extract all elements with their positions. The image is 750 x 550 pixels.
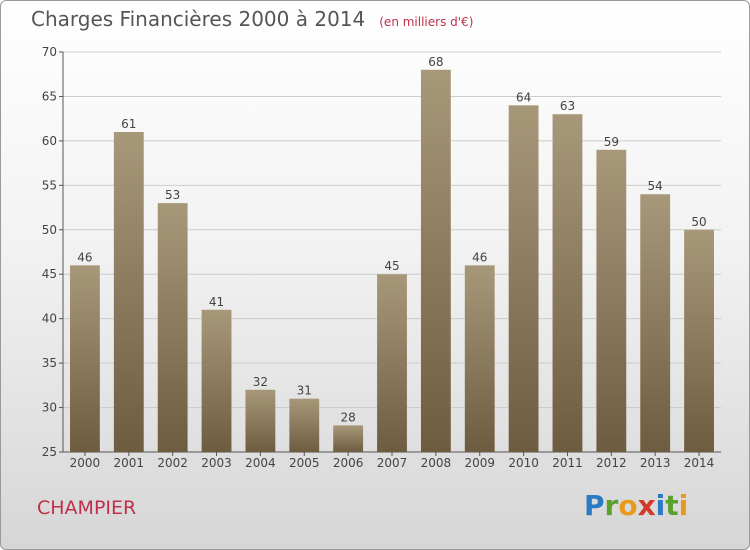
bar-2005 [289, 398, 320, 452]
commune-name: CHAMPIER [37, 497, 137, 519]
data-label: 31 [297, 384, 312, 398]
x-tick-label: 2008 [421, 456, 452, 470]
x-tick-label: 2012 [596, 456, 627, 470]
x-tick-label: 2009 [464, 456, 495, 470]
y-tick-label: 25 [42, 445, 57, 459]
y-tick-label: 45 [42, 267, 57, 281]
y-tick-label: 35 [42, 356, 57, 370]
data-label: 28 [340, 410, 355, 424]
data-label: 53 [165, 188, 180, 202]
bars [70, 69, 714, 453]
bar-2002 [157, 203, 188, 452]
y-tick-label: 60 [42, 134, 57, 148]
bar-2008 [420, 69, 451, 453]
data-label: 32 [253, 375, 268, 389]
x-tick-label: 2006 [333, 456, 364, 470]
axes: 25 30 35 40 45 50 55 60 65 70 2000 2001 2002 2003 2004… [42, 45, 721, 470]
y-tick-label: 30 [42, 401, 57, 415]
data-label: 61 [121, 117, 136, 131]
y-tick-label: 40 [42, 312, 57, 326]
x-tick-label: 2001 [114, 456, 145, 470]
data-label: 46 [77, 250, 92, 264]
bar-2009 [464, 265, 495, 452]
data-label: 54 [648, 179, 663, 193]
x-tick-label: 2002 [157, 456, 188, 470]
y-tick-label: 55 [42, 178, 57, 192]
bar-2001 [113, 132, 144, 452]
y-tick-label: 70 [42, 45, 57, 59]
chart-title-text: Charges Financières 2000 à 2014 [31, 7, 366, 31]
x-tick-label: 2011 [552, 456, 583, 470]
x-tick-label: 2014 [684, 456, 715, 470]
x-tick-label: 2005 [289, 456, 320, 470]
data-label: 41 [209, 295, 224, 309]
data-label: 46 [472, 250, 487, 264]
y-tick-label: 65 [42, 89, 57, 103]
data-label: 50 [691, 215, 706, 229]
bar-2011 [552, 114, 583, 452]
x-tick-label: 2000 [70, 456, 101, 470]
data-label: 63 [560, 99, 575, 113]
bar-2010 [508, 105, 539, 452]
proxiti-logo[interactable]: Proxiti [584, 489, 689, 522]
data-label: 64 [516, 90, 531, 104]
data-label: 45 [384, 259, 399, 273]
data-labels: 46 61 53 41 32 31 28 45 68 46 64 63 59 54 50 [77, 55, 706, 425]
bar-2012 [596, 149, 627, 452]
bar-2014 [684, 229, 714, 452]
x-tick-label: 2007 [377, 456, 408, 470]
x-tick-label: 2004 [245, 456, 276, 470]
bar-2003 [201, 309, 232, 452]
y-tick-label: 50 [42, 223, 57, 237]
x-tick-label: 2013 [640, 456, 671, 470]
x-tick-label: 2010 [508, 456, 539, 470]
bar-2006 [333, 425, 364, 452]
unit-note: (en milliers d'€) [379, 15, 474, 29]
data-label: 59 [604, 135, 619, 149]
x-tick-label: 2003 [201, 456, 232, 470]
bar-2000 [70, 265, 100, 452]
bar-2007 [377, 274, 407, 452]
bar-2004 [245, 389, 276, 452]
data-label: 68 [428, 55, 443, 69]
bar-2013 [640, 194, 671, 452]
chart-title: Charges Financières 2000 à 2014 (en milli… [31, 7, 473, 31]
